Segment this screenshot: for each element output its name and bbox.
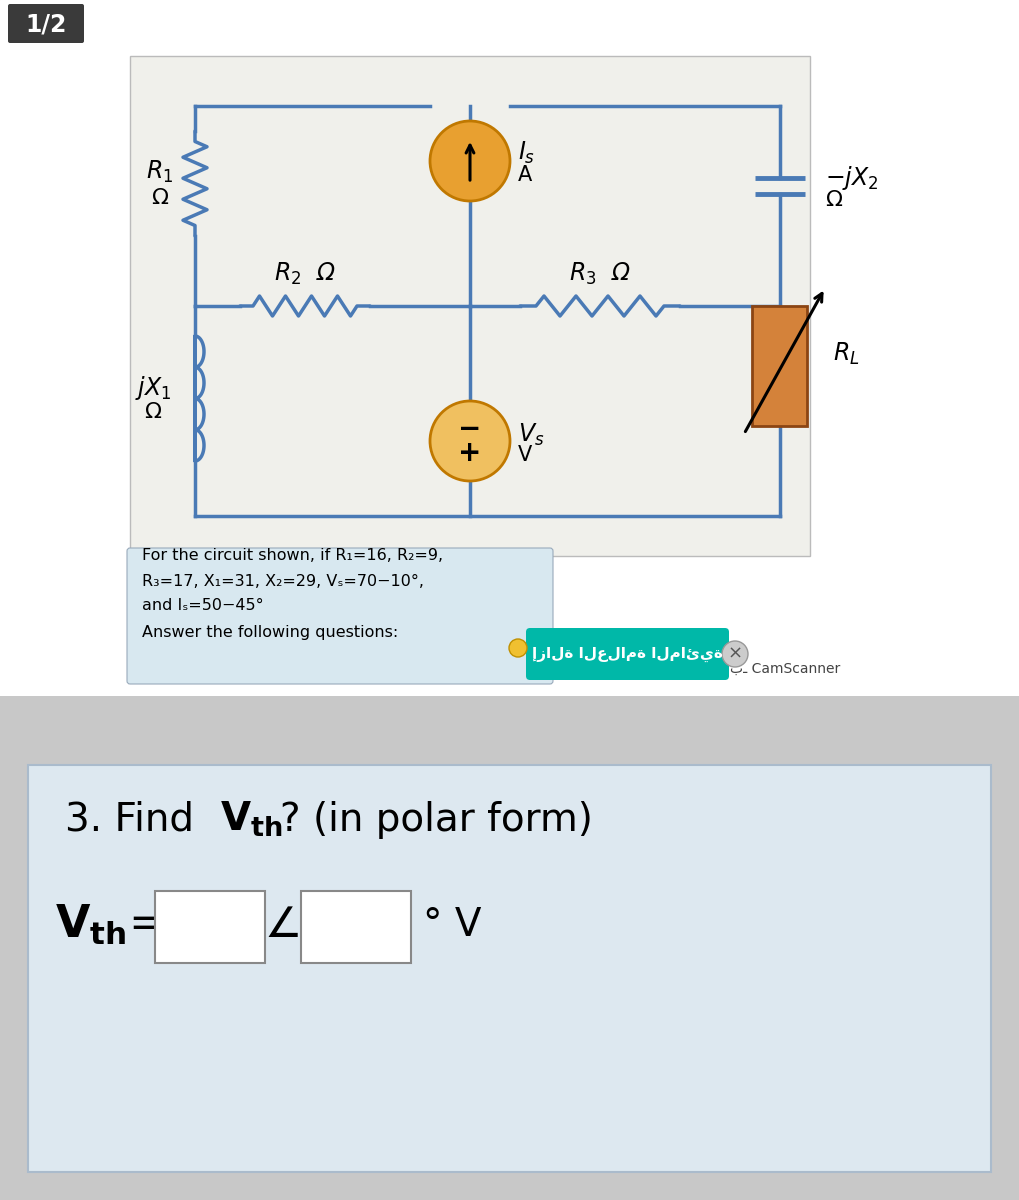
Text: إزالة العلامة المائية: إزالة العلامة المائية — [532, 647, 722, 661]
Text: الممسوحة ضوئيا بـ CamScanner: الممسوحة ضوئيا بـ CamScanner — [601, 661, 840, 676]
Circle shape — [430, 121, 510, 200]
Text: Ω: Ω — [825, 190, 842, 210]
Text: A: A — [518, 164, 532, 185]
FancyBboxPatch shape — [8, 4, 84, 43]
Text: $\mathbf{V_{th}}$=: $\mathbf{V_{th}}$= — [55, 902, 163, 947]
Text: $\mathbf{V_{th}}$: $\mathbf{V_{th}}$ — [220, 800, 282, 839]
Bar — [28, 764, 991, 1172]
Text: $R_L$: $R_L$ — [833, 341, 860, 367]
Text: Ω: Ω — [145, 402, 161, 422]
Circle shape — [510, 638, 527, 658]
Text: $jX_1$: $jX_1$ — [135, 374, 171, 402]
FancyBboxPatch shape — [127, 548, 553, 684]
Text: ×: × — [728, 646, 743, 662]
Text: ∠: ∠ — [264, 904, 302, 946]
Circle shape — [722, 641, 748, 667]
Text: For the circuit shown, if R₁=16, R₂=9,: For the circuit shown, if R₁=16, R₂=9, — [142, 548, 443, 564]
Text: −: − — [459, 415, 482, 443]
Text: ° V: ° V — [423, 906, 482, 943]
FancyBboxPatch shape — [526, 628, 729, 680]
Text: ? (in polar form): ? (in polar form) — [280, 800, 593, 839]
Bar — [130, 56, 810, 556]
Text: $R_3$  Ω: $R_3$ Ω — [569, 260, 631, 287]
Bar — [752, 306, 807, 426]
Text: +: + — [459, 439, 482, 467]
Text: $R_2$  Ω: $R_2$ Ω — [274, 260, 336, 287]
Text: R₃=17, X₁=31, X₂=29, Vₛ=70−10°,: R₃=17, X₁=31, X₂=29, Vₛ=70−10°, — [142, 574, 424, 588]
Bar — [155, 890, 265, 962]
Text: $-jX_2$: $-jX_2$ — [825, 164, 878, 192]
Text: $R_1$: $R_1$ — [147, 158, 173, 185]
Text: Ω: Ω — [152, 187, 168, 208]
Text: Answer the following questions:: Answer the following questions: — [142, 625, 398, 641]
Text: $V_s$: $V_s$ — [518, 422, 544, 448]
Text: $I_s$: $I_s$ — [518, 140, 535, 166]
Text: V: V — [518, 445, 532, 464]
Text: 1/2: 1/2 — [25, 12, 66, 36]
Bar — [301, 890, 411, 962]
Circle shape — [430, 401, 510, 481]
Text: and Iₛ=50−45°: and Iₛ=50−45° — [142, 599, 264, 613]
Text: 3. Find: 3. Find — [65, 800, 207, 839]
